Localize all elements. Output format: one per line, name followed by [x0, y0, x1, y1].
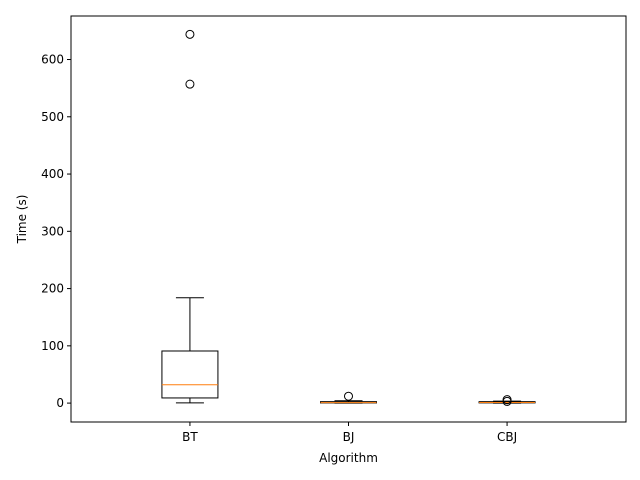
- y-tick-label: 100: [41, 339, 64, 353]
- y-tick-label: 300: [41, 224, 64, 238]
- outlier-point: [344, 391, 353, 401]
- outlier-point: [185, 29, 195, 39]
- y-tick-label: 200: [41, 282, 64, 296]
- outlier-point: [185, 79, 195, 89]
- boxes: [161, 29, 536, 406]
- y-tick-label: 0: [56, 396, 64, 410]
- x-axis: BT BJ CBJ: [182, 422, 517, 444]
- plot-frame: [70, 15, 627, 423]
- box-group-bt: [161, 29, 219, 404]
- x-tick-label: BT: [182, 430, 198, 444]
- y-tick-label: 500: [41, 110, 64, 124]
- y-axis: 0 100 200 300 400 500 600: [41, 53, 71, 410]
- y-tick-label: 600: [41, 53, 64, 67]
- box: [161, 350, 219, 399]
- x-tick-label: CBJ: [497, 430, 517, 444]
- x-axis-label: Algorithm: [319, 451, 378, 465]
- outlier-point: [502, 396, 512, 406]
- x-tick-label: BJ: [343, 430, 355, 444]
- box-group-bj: [320, 391, 377, 404]
- box-group-cbj: [478, 395, 536, 406]
- y-axis-label: Time (s): [15, 195, 29, 245]
- y-tick-label: 400: [41, 167, 64, 181]
